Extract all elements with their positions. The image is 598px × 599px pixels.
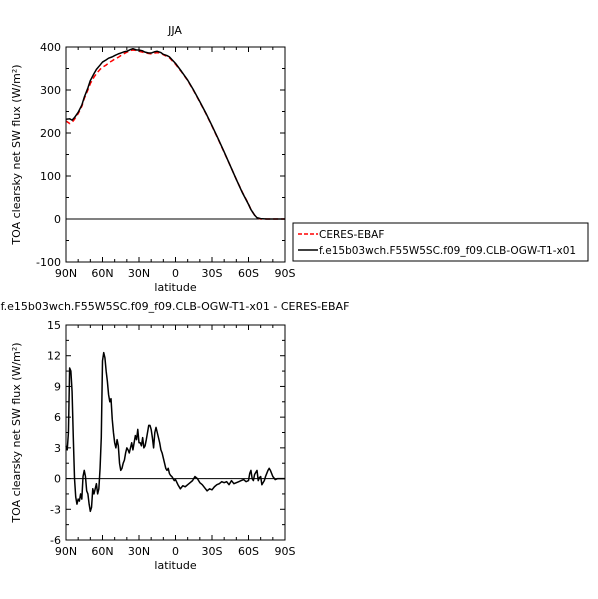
- x-tick-label: 30S: [202, 545, 223, 558]
- chart-title: f.e15b03wch.F55W5SC.f09_f09.CLB-OGW-T1-x…: [1, 300, 350, 313]
- y-tick-label: -6: [50, 534, 61, 547]
- y-tick-label: 0: [54, 213, 61, 226]
- y-tick-label: 15: [47, 319, 61, 332]
- x-tick-label: 60N: [91, 267, 113, 280]
- plot-frame: [65, 46, 286, 263]
- x-tick-label: 60N: [91, 545, 113, 558]
- x-tick-label: 60S: [238, 545, 259, 558]
- bottom-panel: f.e15b03wch.F55W5SC.f09_f09.CLB-OGW-T1-x…: [1, 300, 350, 572]
- y-tick-label: 9: [54, 380, 61, 393]
- legend-label-1: f.e15b03wch.F55W5SC.f09_f09.CLB-OGW-T1-x…: [319, 245, 576, 257]
- y-axis-label: TOA clearsky net SW flux (W/m²): [10, 64, 23, 245]
- x-tick-label: 60S: [238, 267, 259, 280]
- series-line-0: [65, 49, 285, 220]
- x-tick-label: 30N: [128, 267, 150, 280]
- y-tick-label: 100: [40, 170, 61, 183]
- y-tick-label: 0: [54, 473, 61, 486]
- legend: CERES-EBAF f.e15b03wch.F55W5SC.f09_f09.CL…: [292, 222, 589, 262]
- series-line-0: [65, 351, 285, 513]
- y-tick-label: 200: [40, 127, 61, 140]
- x-tick-label: 0: [172, 545, 179, 558]
- x-tick-label: 90N: [55, 267, 77, 280]
- chart-title: JJA: [167, 24, 182, 37]
- plot-frame: [65, 324, 286, 541]
- legend-box: [292, 222, 589, 262]
- y-tick-label: 300: [40, 84, 61, 97]
- x-tick-label: 90N: [55, 545, 77, 558]
- top-panel: JJA -100 0 100 200 300 400 90N 60N 30N 0 30S 60S 90S l…: [10, 24, 296, 294]
- legend-label-0: CERES-EBAF: [319, 229, 384, 241]
- x-tick-label: 90S: [275, 545, 296, 558]
- series-line-1: [65, 47, 285, 220]
- y-axis-label: TOA clearsky net SW flux (W/m²): [10, 342, 23, 523]
- x-tick-label: 90S: [275, 267, 296, 280]
- y-tick-label: 3: [54, 442, 61, 455]
- y-tick-label: 12: [47, 350, 61, 363]
- y-tick-label: -3: [50, 503, 61, 516]
- y-tick-label: 6: [54, 411, 61, 424]
- x-tick-label: 0: [172, 267, 179, 280]
- x-tick-label: 30N: [128, 545, 150, 558]
- y-tick-label: 400: [40, 41, 61, 54]
- x-axis-label: latitude: [154, 559, 196, 572]
- y-tick-label: -100: [36, 256, 61, 269]
- x-tick-label: 30S: [202, 267, 223, 280]
- x-axis-label: latitude: [154, 281, 196, 294]
